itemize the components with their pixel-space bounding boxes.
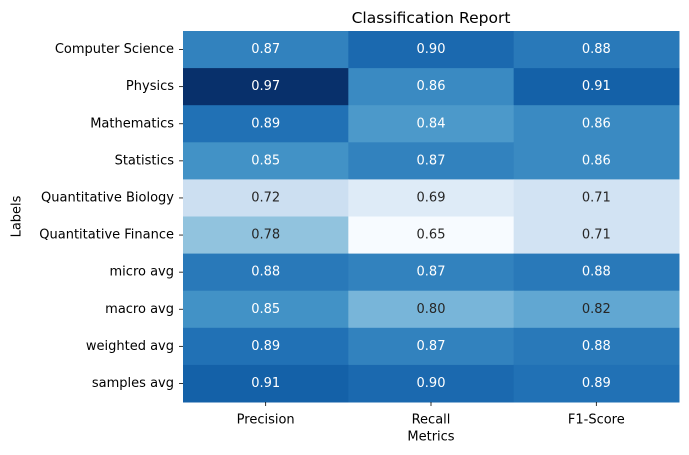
cell-value-label: 0.71 <box>582 190 611 205</box>
cell-value-label: 0.86 <box>582 116 611 131</box>
y-tick-label: samples avg <box>92 376 174 391</box>
cell-value-label: 0.85 <box>251 153 280 168</box>
heatmap-cell <box>183 31 349 69</box>
heatmap-cell <box>513 142 680 180</box>
cell-value-label: 0.80 <box>417 302 446 317</box>
heatmap-cell <box>348 216 515 255</box>
cell-value-label: 0.85 <box>251 302 280 317</box>
cell-value-label: 0.87 <box>251 42 280 57</box>
y-tick-label: Computer Science <box>55 42 174 57</box>
cell-value-label: 0.89 <box>582 376 611 391</box>
heatmap-cell <box>513 290 680 329</box>
heatmap-cell <box>183 327 349 366</box>
cell-value-label: 0.87 <box>417 339 446 354</box>
cell-value-label: 0.86 <box>582 153 611 168</box>
heatmap-cell <box>348 142 515 180</box>
y-tick-label: Mathematics <box>90 116 174 131</box>
x-tick-label: Recall <box>412 413 451 428</box>
cell-value-label: 0.65 <box>417 228 446 243</box>
heatmap-cell <box>513 364 680 403</box>
heatmap-cell <box>513 253 680 292</box>
cell-value-label: 0.87 <box>417 265 446 280</box>
y-axis-label: Labels <box>10 195 25 237</box>
cell-value-label: 0.69 <box>417 190 446 205</box>
cell-value-label: 0.90 <box>417 376 446 391</box>
x-tick-labels: Precision Recall F1-Score <box>237 402 625 428</box>
cell-value-label: 0.91 <box>251 376 280 391</box>
x-axis-label: Metrics <box>407 430 454 445</box>
cell-value-label: 0.86 <box>417 79 446 94</box>
heatmap-cell <box>513 68 680 106</box>
heatmap-cell <box>183 68 349 106</box>
y-tick-label: micro avg <box>110 265 174 280</box>
cell-value-label: 0.91 <box>582 79 611 94</box>
cell-value-label: 0.78 <box>251 228 280 243</box>
heatmap-cell <box>348 105 515 143</box>
cell-value-label: 0.82 <box>582 302 611 317</box>
cell-value-label: 0.88 <box>582 42 611 57</box>
x-tick-label: Precision <box>237 413 295 428</box>
heatmap-cell <box>348 253 515 292</box>
heatmap-cell <box>348 327 515 366</box>
heatmap-cell <box>183 290 349 329</box>
heatmap-cell <box>513 31 680 69</box>
heatmap-cell <box>183 142 349 180</box>
cell-value-label: 0.97 <box>251 79 280 94</box>
cell-value-label: 0.72 <box>251 190 280 205</box>
cell-value-label: 0.87 <box>417 153 446 168</box>
cell-value-label: 0.89 <box>251 339 280 354</box>
cell-value-label: 0.84 <box>417 116 446 131</box>
heatmap-cell <box>183 216 349 255</box>
heatmap-cell <box>348 179 515 217</box>
heatmap-cells: 0.87 0.90 0.88 0.97 0.86 0.91 0.89 0.84 0.86 0.85… <box>183 31 680 403</box>
heatmap-cell <box>183 179 349 217</box>
y-tick-label: Quantitative Biology <box>41 190 174 205</box>
cell-value-label: 0.88 <box>582 339 611 354</box>
y-tick-labels: Computer Science Physics Mathematics Statis… <box>39 42 183 391</box>
heatmap-cell <box>348 290 515 329</box>
heatmap-cell <box>348 31 515 69</box>
heatmap-cell <box>348 68 515 106</box>
cell-value-label: 0.90 <box>417 42 446 57</box>
chart-title: Classification Report <box>352 9 511 27</box>
cell-value-label: 0.89 <box>251 116 280 131</box>
heatmap-cell <box>183 105 349 143</box>
heatmap-cell <box>348 364 515 403</box>
cell-value-label: 0.88 <box>251 265 280 280</box>
y-tick-label: macro avg <box>105 302 174 317</box>
heatmap-cell <box>513 179 680 217</box>
x-tick-label: F1-Score <box>568 413 625 428</box>
heatmap-cell <box>513 105 680 143</box>
heatmap-cell <box>513 327 680 366</box>
y-tick-label: Physics <box>126 79 174 94</box>
y-tick-label: Statistics <box>115 153 175 168</box>
heatmap-cell <box>513 216 680 255</box>
cell-value-label: 0.88 <box>582 265 611 280</box>
heatmap-cell <box>183 364 349 403</box>
y-tick-label: Quantitative Finance <box>39 228 174 243</box>
cell-value-label: 0.71 <box>582 228 611 243</box>
y-tick-label: weighted avg <box>86 339 174 354</box>
heatmap-cell <box>183 253 349 292</box>
